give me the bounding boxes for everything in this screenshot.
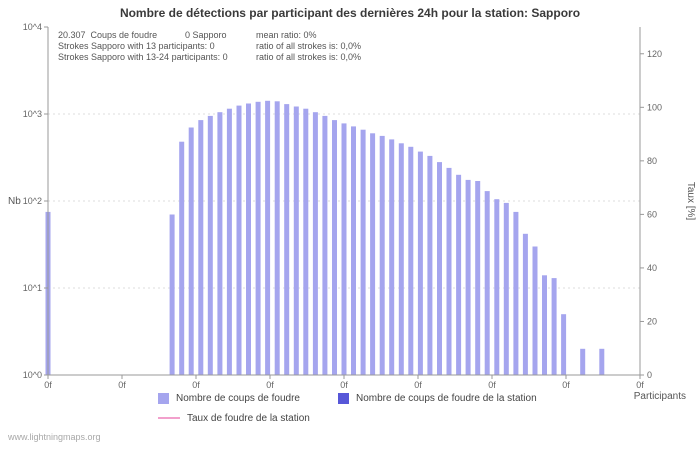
annotation-ratio-13-24: ratio of all strokes is: 0,0%	[256, 52, 362, 62]
legend-item-station-ratio: Taux de foudre de la station	[158, 413, 310, 424]
legend-swatch-station-strokes	[337, 392, 349, 404]
legend-label-station-ratio: Taux de foudre de la station	[187, 412, 310, 424]
x-axis-title: Participants	[633, 391, 686, 402]
annotation-ratio-13: ratio of all strokes is: 0,0%	[256, 41, 362, 51]
svg-text:0f: 0f	[636, 380, 644, 390]
legend-item-station-strokes: Nombre de coups de foudre de la station	[337, 392, 537, 404]
legend-swatch-station-ratio	[158, 417, 180, 419]
annotation-strokes-13-24: Strokes Sapporo with 13-24 participants:…	[58, 52, 228, 62]
svg-text:10^3: 10^3	[23, 109, 42, 119]
watermark: www.lightningmaps.org	[8, 432, 101, 442]
chart-canvas: 10^0 10^1 10^2 10^3 10^4 0 20 40 60 80 100 120 0f 0f 0…	[8, 22, 696, 390]
annotation-line-1: 20.307 Coups de foudre 0 Sapporo mean ra…	[58, 30, 478, 41]
legend-row-2: Taux de foudre de la station	[158, 410, 598, 426]
svg-text:60: 60	[647, 209, 657, 219]
svg-text:10^1: 10^1	[23, 283, 42, 293]
svg-text:120: 120	[647, 49, 662, 59]
legend-item-strokes: Nombre de coups de foudre	[158, 392, 300, 404]
svg-text:0f: 0f	[562, 380, 570, 390]
chart-title: Nombre de détections par participant des…	[119, 6, 581, 20]
annotation-line-3: Strokes Sapporo with 13-24 participants:…	[58, 52, 478, 63]
svg-text:Taux [%]: Taux [%]	[685, 182, 696, 221]
svg-text:0f: 0f	[192, 380, 200, 390]
annotation-line-2: Strokes Sapporo with 13 participants: 0 …	[58, 41, 478, 52]
svg-text:100: 100	[647, 102, 662, 112]
svg-text:0: 0	[647, 370, 652, 380]
legend-row-1: Nombre de coups de foudre Nombre de coup…	[158, 390, 598, 406]
svg-text:0f: 0f	[340, 380, 348, 390]
svg-text:10^0: 10^0	[23, 370, 42, 380]
legend-swatch-strokes	[158, 392, 169, 404]
legend-label-strokes: Nombre de coups de foudre	[176, 392, 300, 404]
svg-text:0f: 0f	[488, 380, 496, 390]
svg-text:20: 20	[647, 316, 657, 326]
annotation-mean-ratio: mean ratio: 0%	[256, 30, 317, 40]
svg-text:0f: 0f	[414, 380, 422, 390]
annotation-strokes-total: 20.307 Coups de foudre	[58, 30, 158, 40]
chart-legend: Nombre de coups de foudre Nombre de coup…	[158, 390, 598, 430]
legend-label-station-strokes: Nombre de coups de foudre de la station	[355, 392, 537, 404]
svg-text:10^4: 10^4	[23, 22, 42, 32]
svg-text:0f: 0f	[118, 380, 126, 390]
annotation-station-count: 0 Sapporo	[185, 30, 227, 40]
annotation-strokes-13: Strokes Sapporo with 13 participants: 0	[58, 41, 215, 51]
svg-text:0f: 0f	[266, 380, 274, 390]
chart-annotations: 20.307 Coups de foudre 0 Sapporo mean ra…	[58, 30, 478, 63]
svg-text:80: 80	[647, 156, 657, 166]
svg-text:40: 40	[647, 263, 657, 273]
svg-text:0f: 0f	[44, 380, 52, 390]
svg-text:Nb: Nb	[8, 196, 21, 207]
svg-text:10^2: 10^2	[23, 196, 42, 206]
